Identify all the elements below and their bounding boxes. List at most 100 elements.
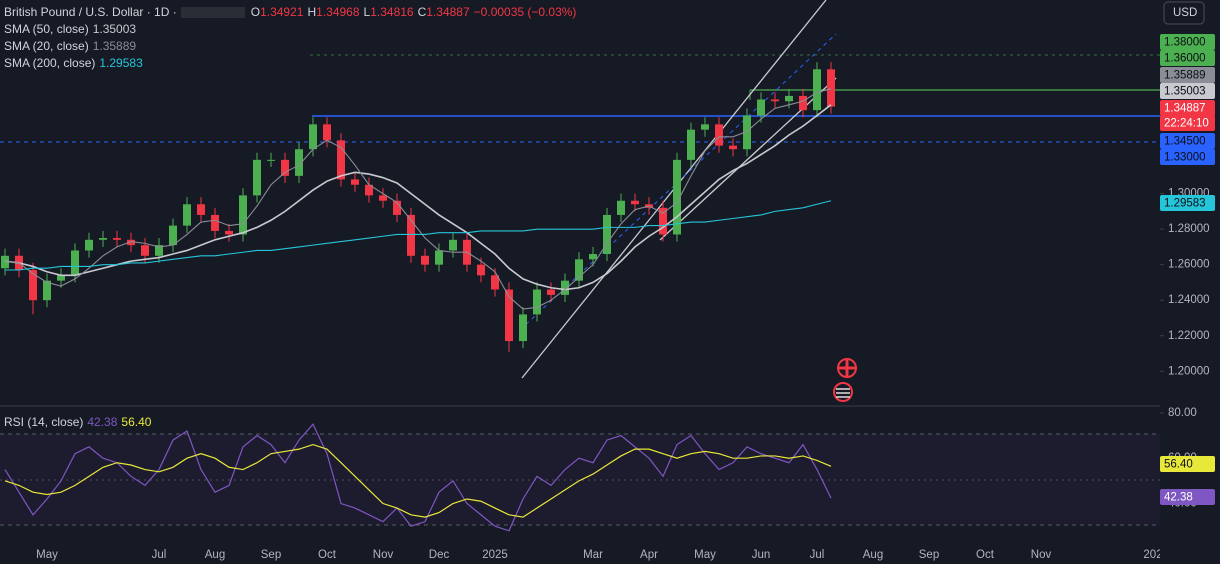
rsi-line	[4, 443, 832, 518]
sma-value-label: 1.29583	[1164, 198, 1206, 210]
candle-body	[519, 314, 527, 342]
candle-body	[253, 159, 261, 196]
y-tick-label: 1.22000	[1168, 330, 1210, 342]
ohlc-value: 1.34968	[316, 5, 360, 19]
y-tick-label: 1.24000	[1168, 294, 1210, 306]
candle-body	[617, 200, 625, 215]
legend-entry[interactable]: SMA (200, close) 1.29583	[4, 55, 580, 72]
x-tick-label: May	[694, 549, 716, 561]
candle-body	[85, 239, 93, 251]
rsi-title: RSI (14, close)	[4, 415, 84, 429]
x-tick-label: May	[36, 549, 58, 561]
x-tick-label: Sep	[919, 549, 939, 561]
candle-body	[421, 255, 429, 265]
candle-body	[729, 145, 737, 150]
candle-body	[561, 280, 569, 295]
currency-box	[1163, 1, 1205, 25]
candle-body	[575, 259, 583, 281]
sma-value-label-box	[1160, 67, 1215, 83]
candle-body	[281, 159, 289, 176]
price-label: 1.38000	[1164, 37, 1206, 49]
symbol-title: British Pound / U.S. Dollar · 1D ·	[4, 5, 177, 19]
price-label-box	[1160, 34, 1215, 50]
candle-body	[547, 289, 555, 295]
sma-value-label-box	[1160, 83, 1215, 99]
candle-body	[743, 115, 751, 150]
candle-body	[827, 69, 835, 107]
legend-entry[interactable]: SMA (20, close) 1.35889	[4, 38, 580, 55]
candle-body	[99, 238, 107, 240]
candle-body	[43, 280, 51, 301]
flag-stripes	[836, 388, 850, 398]
candle-body	[309, 124, 317, 150]
x-tick-label: Oct	[318, 549, 337, 561]
event-flag-us[interactable]	[833, 382, 853, 402]
candle-body	[239, 195, 247, 235]
candle-body	[113, 238, 121, 240]
change: −0.00035 (−0.03%)	[473, 5, 577, 19]
ohlc-label: C	[417, 5, 427, 19]
sma-value-label-box	[1160, 195, 1215, 211]
x-axis: May Jul Aug Sep Oct Nov Dec 2025 Mar Apr May Jun Jul…	[36, 549, 1162, 561]
sma-line	[4, 88, 832, 310]
rsi-ma-value: 56.40	[121, 415, 152, 429]
rsi-value-label-box	[1160, 489, 1215, 505]
x-tick-label: 202	[1143, 549, 1162, 561]
redacted	[180, 7, 245, 19]
x-tick-label: Jul	[152, 549, 167, 561]
candle-body	[393, 200, 401, 215]
candle-body	[491, 275, 499, 290]
candle-body	[351, 179, 359, 185]
ohlc-label: L	[363, 5, 371, 19]
candle-body	[659, 207, 667, 235]
candle-body	[379, 195, 387, 201]
x-tick-label: Nov	[373, 549, 394, 561]
price-label: 1.33000	[1164, 152, 1206, 164]
rsi-value-label: 42.38	[1164, 492, 1193, 504]
y-tick-label: 1.28000	[1168, 223, 1210, 235]
candle-body	[701, 124, 709, 130]
price-axis: 1.200001.220001.240001.260001.280001.300…	[1160, 1, 1215, 510]
last-price-label-box	[1160, 100, 1215, 116]
candle-body	[323, 124, 331, 141]
candle-body	[799, 95, 807, 111]
candle-body	[477, 264, 485, 276]
candle-body	[589, 254, 597, 260]
candle-body	[715, 124, 723, 146]
candle-body	[155, 245, 163, 256]
ohlc-label: O	[250, 5, 261, 19]
rsi-line	[4, 423, 832, 532]
price-label-box	[1160, 50, 1215, 66]
y-tick-label: 1.26000	[1168, 259, 1210, 271]
x-tick-label: Oct	[976, 549, 995, 561]
x-tick-label: Sep	[261, 549, 281, 561]
legend-name: SMA (200, close)	[4, 56, 96, 70]
price-label-box	[1160, 133, 1215, 149]
sma-line	[4, 104, 832, 291]
x-tick-label: Aug	[863, 549, 883, 561]
legend-value: 1.35003	[92, 22, 137, 36]
candle-body	[211, 214, 219, 231]
sma-value-label: 1.35003	[1164, 86, 1206, 98]
last-price-label: 1.34887	[1164, 103, 1206, 115]
candle-body	[29, 270, 37, 301]
header-row: British Pound / U.S. Dollar · 1D · O 1.349…	[4, 4, 580, 21]
countdown-label-box	[1160, 115, 1215, 131]
candle-body	[71, 250, 79, 276]
candle-body	[687, 129, 695, 160]
candle-body	[407, 214, 415, 256]
candle-body	[785, 95, 793, 102]
legend-entry[interactable]: SMA (50, close) 1.35003	[4, 21, 580, 38]
legend-name: SMA (20, close)	[4, 39, 89, 53]
candle-body	[505, 289, 513, 342]
price-label: 1.34500	[1164, 136, 1206, 148]
candle-body	[141, 245, 149, 256]
candle-body	[365, 184, 373, 196]
candle-body	[813, 69, 821, 111]
price-legend: British Pound / U.S. Dollar · 1D · O 1.349…	[4, 4, 580, 72]
rsi-value-label-box	[1160, 456, 1215, 472]
sma-value-label: 1.35889	[1164, 70, 1206, 82]
rsi-value-label: 56.40	[1164, 459, 1193, 471]
